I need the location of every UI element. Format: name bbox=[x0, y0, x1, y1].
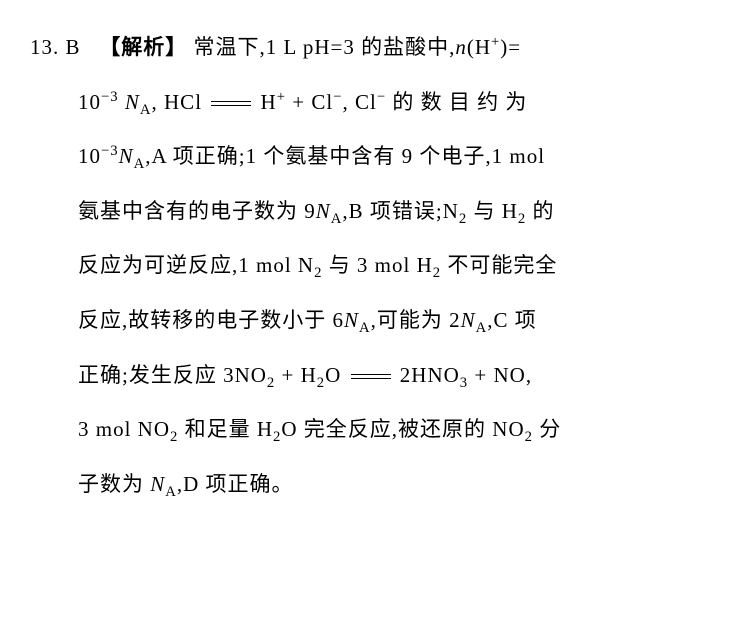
text-p2e: , Cl bbox=[342, 90, 376, 114]
text-p2a: 10 bbox=[78, 90, 101, 114]
line2: 10−3 NA, HCl H+ + Cl−, Cl− 的 数 目 约 为 bbox=[30, 75, 719, 130]
text-p8c: O 完全反应,被还原的 NO bbox=[281, 417, 524, 441]
sup-neg3a: −3 bbox=[101, 89, 119, 105]
subA6: A bbox=[165, 484, 177, 500]
text-p8d: 分 bbox=[533, 417, 561, 441]
text-p4b: ,B 项错误;N bbox=[342, 199, 459, 223]
sub3a: 3 bbox=[460, 375, 468, 391]
equals-line-1 bbox=[211, 101, 251, 106]
line3: 10−3NA,A 项正确;1 个氨基中含有 9 个电子,1 mol bbox=[30, 129, 719, 184]
text-p7e: + NO, bbox=[468, 363, 532, 387]
text-p7b: + H bbox=[275, 363, 317, 387]
line8: 3 mol NO2 和足量 H2O 完全反应,被还原的 NO2 分 bbox=[30, 402, 719, 457]
text-p5a: 反应为可逆反应,1 mol N bbox=[78, 253, 314, 277]
line9: 子数为 NA,D 项正确。 bbox=[30, 457, 719, 512]
text-p1b: (H bbox=[467, 35, 491, 59]
problem-block: 13. B 【解析】 常温下,1 L pH=3 的盐酸中,n(H+)= 10−3… bbox=[30, 20, 719, 511]
analysis-label: 【解析】 bbox=[99, 35, 187, 59]
text-p3a: 10 bbox=[78, 144, 101, 168]
sub2f: 2 bbox=[317, 375, 325, 391]
text-p6a: 反应,故转移的电子数小于 6 bbox=[78, 308, 344, 332]
text-p3b: ,A 项正确;1 个氨基中含有 9 个电子,1 mol bbox=[145, 144, 545, 168]
sup-plus1: + bbox=[491, 34, 500, 50]
text-p7a: 正确;发生反应 3NO bbox=[78, 363, 267, 387]
NA2: N bbox=[119, 144, 134, 168]
problem-number: 13. bbox=[30, 35, 59, 59]
equals-line-2 bbox=[351, 374, 391, 379]
text-p8a: 3 mol NO bbox=[78, 417, 170, 441]
line5: 反应为可逆反应,1 mol N2 与 3 mol H2 不可能完全 bbox=[30, 238, 719, 293]
text-p1c: )= bbox=[500, 35, 521, 59]
text-p2b: , HCl bbox=[152, 90, 209, 114]
text-p9a: 子数为 bbox=[78, 472, 150, 496]
first-line: 13. B 【解析】 常温下,1 L pH=3 的盐酸中,n(H+)= bbox=[30, 20, 719, 75]
subA5: A bbox=[476, 320, 488, 336]
text-p5c: 不可能完全 bbox=[441, 253, 557, 277]
n-italic: n bbox=[455, 35, 467, 59]
text-p2c: H bbox=[254, 90, 276, 114]
text-p2f: 的 数 目 约 为 bbox=[386, 90, 527, 114]
sub2i: 2 bbox=[525, 429, 533, 445]
subA4: A bbox=[359, 320, 371, 336]
text-p5b: 与 3 mol H bbox=[322, 253, 432, 277]
text-p4c: 与 H bbox=[467, 199, 518, 223]
text-p6b: ,可能为 2 bbox=[371, 308, 461, 332]
subA2: A bbox=[134, 156, 146, 172]
line4: 氨基中含有的电子数为 9NA,B 项错误;N2 与 H2 的 bbox=[30, 184, 719, 239]
sub2d: 2 bbox=[433, 266, 441, 282]
text-p2d: + Cl bbox=[286, 90, 333, 114]
line7: 正确;发生反应 3NO2 + H2O 2HNO3 + NO, bbox=[30, 348, 719, 403]
text-p7d: 2HNO bbox=[394, 363, 460, 387]
text-p1: 常温下,1 L pH=3 的盐酸中, bbox=[194, 35, 456, 59]
text-p4d: 的 bbox=[526, 199, 554, 223]
subA3: A bbox=[331, 211, 343, 227]
sub2e: 2 bbox=[267, 375, 275, 391]
sup-neg3b: −3 bbox=[101, 143, 119, 159]
NA1: N bbox=[125, 90, 140, 114]
answer-letter: B bbox=[66, 35, 81, 59]
text-p7c: O bbox=[325, 363, 347, 387]
subA1: A bbox=[140, 102, 152, 118]
line6: 反应,故转移的电子数小于 6NA,可能为 2NA,C 项 bbox=[30, 293, 719, 348]
text-p6c: ,C 项 bbox=[487, 308, 537, 332]
sub2a: 2 bbox=[459, 211, 467, 227]
sup-minus2: − bbox=[377, 89, 386, 105]
NA4: N bbox=[344, 308, 359, 332]
text-p9b: ,D 项正确。 bbox=[177, 472, 294, 496]
NA5: N bbox=[461, 308, 476, 332]
sup-plus2: + bbox=[277, 89, 286, 105]
text-p8b: 和足量 H bbox=[178, 417, 273, 441]
NA3: N bbox=[316, 199, 331, 223]
text-p4a: 氨基中含有的电子数为 9 bbox=[78, 199, 316, 223]
sub2b: 2 bbox=[518, 211, 526, 227]
NA6: N bbox=[150, 472, 165, 496]
